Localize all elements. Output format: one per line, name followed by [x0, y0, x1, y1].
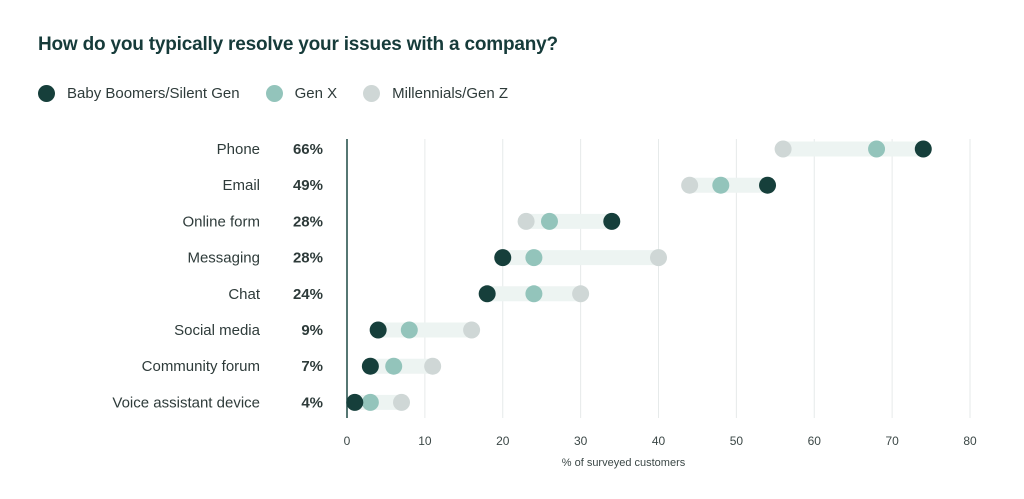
- data-point-voice-assistant-device-baby-boomers-silent-gen: [346, 393, 364, 411]
- x-tick-label-70: 70: [885, 434, 899, 448]
- category-label-phone: Phone: [217, 141, 260, 158]
- legend-swatch-millennials: [363, 85, 381, 102]
- chart-title: How do you typically resolve your issues…: [38, 34, 558, 55]
- total-label-phone: 66%: [293, 141, 323, 158]
- total-label-messaging: 28%: [293, 250, 323, 267]
- legend: Baby Boomers/Silent Gen Gen X Millennial…: [38, 85, 534, 102]
- total-label-online-form: 28%: [293, 213, 323, 230]
- category-label-messaging: Messaging: [187, 250, 260, 267]
- x-tick-label-60: 60: [808, 434, 822, 448]
- x-tick-label-20: 20: [496, 434, 510, 448]
- data-point-online-form-millennials-gen-z: [517, 212, 535, 230]
- data-point-online-form-gen-x: [540, 212, 558, 230]
- total-label-community-forum: 7%: [301, 358, 323, 375]
- data-point-phone-millennials-gen-z: [774, 140, 792, 158]
- x-tick-label-50: 50: [730, 434, 744, 448]
- total-label-email: 49%: [293, 177, 323, 194]
- x-tick-label-30: 30: [574, 434, 588, 448]
- total-label-social-media: 9%: [301, 322, 323, 339]
- x-tick-layer: 0 10 20 30 40 50 60 70 80: [344, 434, 977, 448]
- x-tick-label-0: 0: [344, 434, 351, 448]
- data-point-social-media-baby-boomers-silent-gen: [369, 321, 387, 339]
- data-point-social-media-gen-x: [400, 321, 418, 339]
- legend-item-millennials: Millennials/Gen Z: [363, 85, 508, 102]
- category-label-social-media: Social media: [174, 322, 261, 339]
- data-point-community-forum-gen-x: [385, 357, 403, 375]
- legend-label-boomers: Baby Boomers/Silent Gen: [67, 85, 240, 102]
- x-tick-label-80: 80: [963, 434, 977, 448]
- legend-label-genx: Gen X: [294, 85, 338, 102]
- data-point-community-forum-millennials-gen-z: [424, 357, 442, 375]
- data-point-messaging-gen-x: [525, 249, 543, 267]
- data-point-voice-assistant-device-millennials-gen-z: [393, 393, 411, 411]
- data-point-chat-millennials-gen-z: [572, 285, 590, 303]
- data-point-messaging-millennials-gen-z: [650, 249, 667, 267]
- x-tick-label-40: 40: [652, 434, 666, 448]
- category-label-layer: Phone 66% Email 49% Online form 28% Messaging 2…: [112, 141, 323, 411]
- x-axis-title: % of surveyed customers: [562, 457, 686, 469]
- data-point-email-baby-boomers-silent-gen: [759, 176, 777, 194]
- legend-swatch-genx: [265, 85, 283, 102]
- data-point-social-media-millennials-gen-z: [463, 321, 481, 339]
- data-point-messaging-baby-boomers-silent-gen: [494, 249, 512, 267]
- x-tick-label-10: 10: [418, 434, 432, 448]
- total-label-chat: 24%: [293, 286, 323, 303]
- category-label-email: Email: [222, 177, 260, 194]
- data-point-email-gen-x: [712, 176, 730, 194]
- data-point-phone-gen-x: [868, 140, 886, 158]
- legend-swatch-boomers: [38, 85, 55, 102]
- category-label-online-form: Online form: [182, 213, 260, 230]
- legend-item-boomers: Baby Boomers/Silent Gen: [38, 85, 240, 102]
- data-point-chat-gen-x: [525, 285, 543, 303]
- legend-item-genx: Gen X: [265, 85, 338, 102]
- category-label-community-forum: Community forum: [142, 358, 260, 375]
- data-point-voice-assistant-device-gen-x: [361, 393, 379, 411]
- category-label-chat: Chat: [228, 286, 261, 303]
- category-label-voice-assistant-device: Voice assistant device: [112, 394, 260, 411]
- data-point-community-forum-baby-boomers-silent-gen: [361, 357, 379, 375]
- range-band-layer: [347, 141, 931, 410]
- legend-label-millennials: Millennials/Gen Z: [392, 85, 509, 102]
- grid-layer: [346, 139, 971, 418]
- data-point-online-form-baby-boomers-silent-gen: [603, 212, 621, 230]
- data-point-phone-baby-boomers-silent-gen: [914, 140, 932, 158]
- data-point-chat-baby-boomers-silent-gen: [478, 285, 496, 303]
- total-label-voice-assistant-device: 4%: [301, 394, 323, 411]
- data-point-layer: [346, 140, 932, 411]
- data-point-email-millennials-gen-z: [681, 176, 699, 194]
